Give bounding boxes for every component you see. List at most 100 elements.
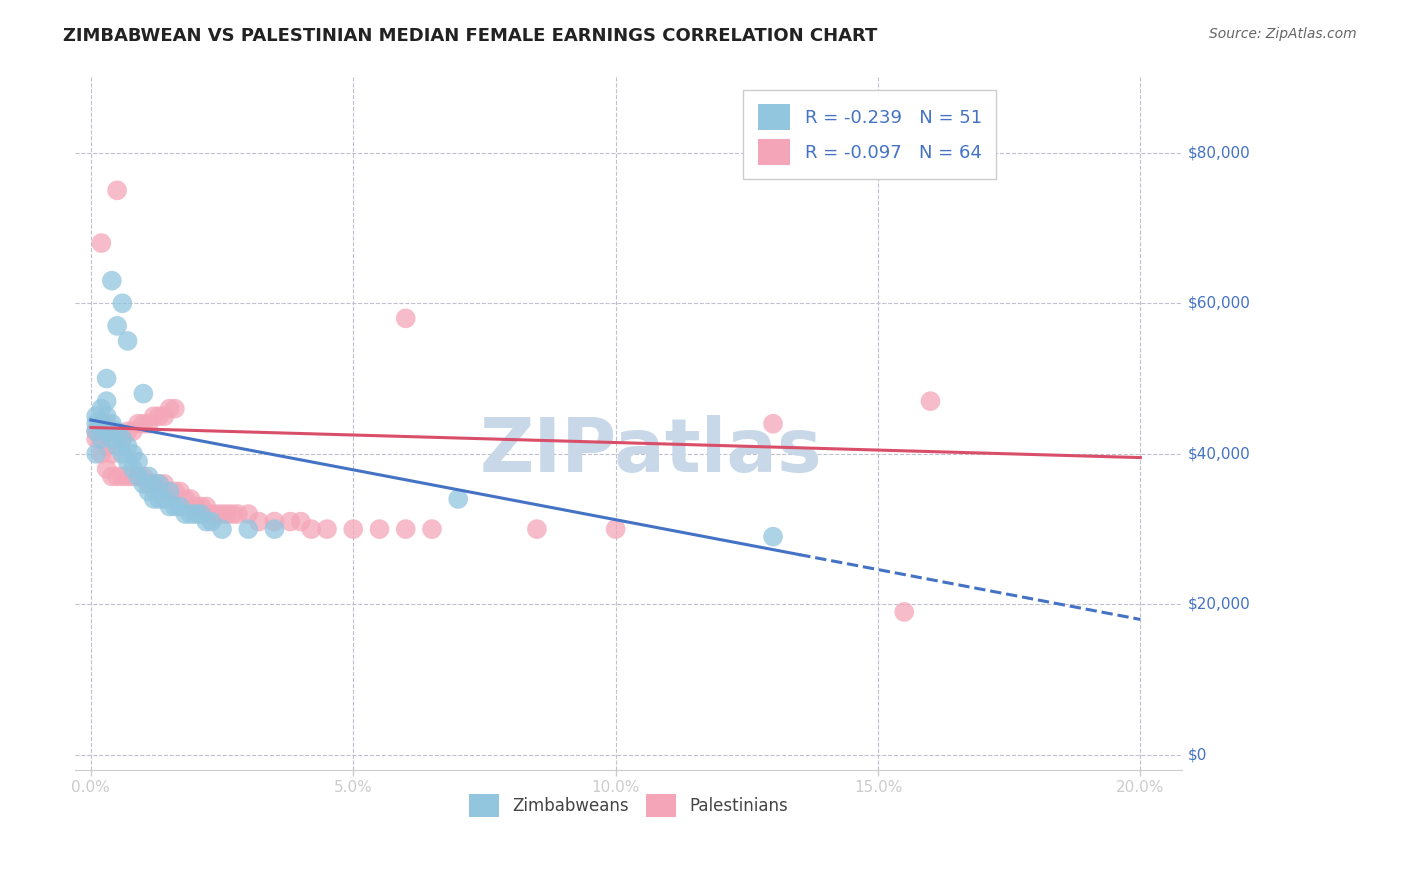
Point [221, 507, 243, 521]
Point [84, 432, 107, 446]
Point [121, 447, 143, 461]
Point [111, 432, 134, 446]
Point [217, 507, 239, 521]
Point [163, 401, 186, 416]
Text: ZIMBABWEAN VS PALESTINIAN MEDIAN FEMALE EARNINGS CORRELATION CHART: ZIMBABWEAN VS PALESTINIAN MEDIAN FEMALE … [63, 27, 877, 45]
Point [132, 477, 155, 491]
Point [368, 522, 391, 536]
Point [138, 477, 160, 491]
Point [132, 386, 155, 401]
Point [96, 462, 118, 476]
Point [447, 491, 470, 506]
Point [163, 484, 186, 499]
Point [142, 491, 165, 506]
Point [101, 469, 124, 483]
Point [121, 424, 143, 438]
Point [132, 469, 155, 483]
Point [111, 432, 134, 446]
Point [226, 507, 249, 521]
Point [238, 522, 260, 536]
Point [96, 394, 118, 409]
Point [190, 507, 212, 521]
Point [211, 522, 233, 536]
Point [153, 409, 176, 424]
Point [96, 417, 118, 431]
Point [121, 462, 143, 476]
Point [247, 515, 270, 529]
Text: $60,000: $60,000 [1188, 296, 1250, 310]
Text: $20,000: $20,000 [1188, 597, 1250, 612]
Point [159, 484, 181, 499]
Point [316, 522, 339, 536]
Point [605, 522, 627, 536]
Point [101, 274, 124, 288]
Point [184, 500, 207, 514]
Point [153, 477, 176, 491]
Point [90, 432, 112, 446]
Point [148, 409, 170, 424]
Point [84, 409, 107, 424]
Text: $40,000: $40,000 [1188, 446, 1250, 461]
Point [101, 432, 124, 446]
Point [153, 491, 176, 506]
Point [90, 417, 112, 431]
Point [90, 432, 112, 446]
Point [90, 401, 112, 416]
Point [105, 439, 128, 453]
Point [101, 447, 124, 461]
Point [211, 507, 233, 521]
Point [200, 507, 222, 521]
Point [111, 447, 134, 461]
Point [127, 454, 149, 468]
Point [169, 484, 191, 499]
Point [101, 424, 124, 438]
Point [180, 491, 202, 506]
Point [117, 454, 139, 468]
Point [142, 477, 165, 491]
Point [111, 296, 134, 310]
Point [105, 424, 128, 438]
Point [117, 439, 139, 453]
Text: ZIPatlas: ZIPatlas [479, 415, 823, 488]
Point [111, 469, 134, 483]
Point [238, 507, 260, 521]
Point [84, 424, 107, 438]
Point [342, 522, 364, 536]
Point [90, 447, 112, 461]
Point [920, 394, 942, 409]
Point [142, 409, 165, 424]
Point [84, 447, 107, 461]
Point [138, 484, 160, 499]
Point [121, 469, 143, 483]
Point [117, 424, 139, 438]
Point [84, 417, 107, 431]
Point [105, 183, 128, 197]
Point [762, 530, 785, 544]
Point [132, 417, 155, 431]
Point [159, 484, 181, 499]
Point [174, 491, 197, 506]
Text: Source: ZipAtlas.com: Source: ZipAtlas.com [1209, 27, 1357, 41]
Point [195, 500, 218, 514]
Point [127, 469, 149, 483]
Point [263, 515, 285, 529]
Point [96, 424, 118, 438]
Point [395, 522, 418, 536]
Point [138, 469, 160, 483]
Text: $0: $0 [1188, 747, 1206, 763]
Point [148, 477, 170, 491]
Point [96, 371, 118, 385]
Point [101, 417, 124, 431]
Point [105, 469, 128, 483]
Text: $80,000: $80,000 [1188, 145, 1250, 161]
Point [395, 311, 418, 326]
Point [174, 507, 197, 521]
Point [526, 522, 548, 536]
Point [138, 417, 160, 431]
Point [90, 235, 112, 250]
Point [278, 515, 301, 529]
Point [184, 507, 207, 521]
Point [169, 500, 191, 514]
Point [190, 500, 212, 514]
Point [205, 507, 228, 521]
